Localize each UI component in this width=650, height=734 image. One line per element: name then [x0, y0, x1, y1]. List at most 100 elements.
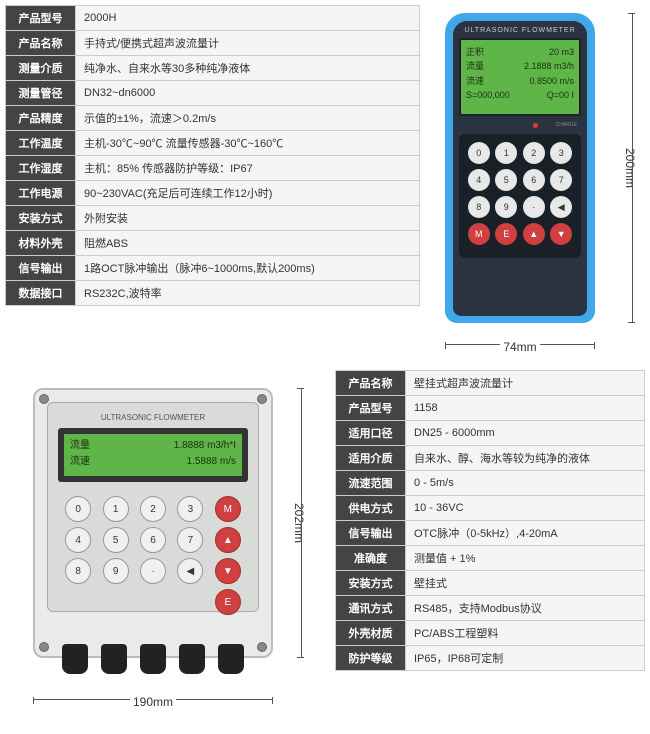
wkey-0[interactable]: 0 — [65, 496, 91, 522]
gland-icon — [140, 644, 166, 674]
key-7[interactable]: 7 — [550, 169, 572, 191]
spec-value: 2000H — [76, 6, 420, 31]
wkey-7[interactable]: 7 — [177, 527, 203, 553]
spec-value: 手持式/便携式超声波流量计 — [76, 31, 420, 56]
spec-row: 产品名称壁挂式超声波流量计 — [336, 371, 645, 396]
spec-value: 1路OCT脉冲输出（脉冲6~1000ms,默认200ms) — [76, 256, 420, 281]
spec-value: 测量值 + 1% — [406, 546, 645, 571]
led-label: CHARGE — [556, 122, 577, 128]
key-enter[interactable]: E — [495, 223, 517, 245]
spec-label: 通讯方式 — [336, 596, 406, 621]
wallmount-title: ULTRASONIC FLOWMETER — [58, 413, 248, 422]
gland-icon — [101, 644, 127, 674]
spec-value: 纯净水、自来水等30多种纯净液体 — [76, 56, 420, 81]
handheld-leds: CHARGE — [463, 122, 577, 128]
key-down[interactable]: ▼ — [550, 223, 572, 245]
spec-value: 壁挂式 — [406, 571, 645, 596]
spec-row: 通讯方式RS485，支持Modbus协议 — [336, 596, 645, 621]
spec-value: OTC脉冲（0-5kHz）,4-20mA — [406, 521, 645, 546]
spec-row: 工作温度主机-30℃~90℃ 流量传感器-30℃~160℃ — [6, 131, 420, 156]
spec-row: 流速范围0 - 5m/s — [336, 471, 645, 496]
key-2[interactable]: 2 — [523, 142, 545, 164]
hh-r3r: 0.8500 m/s — [529, 74, 574, 88]
wm-dim-v-text: 202mm — [292, 503, 306, 543]
key-3[interactable]: 3 — [550, 142, 572, 164]
key-dot[interactable]: · — [523, 196, 545, 218]
spec-value: 阻燃ABS — [76, 231, 420, 256]
spec-label: 流速范围 — [336, 471, 406, 496]
spec-label: 适用口径 — [336, 421, 406, 446]
spec-value: 主机-30℃~90℃ 流量传感器-30℃~160℃ — [76, 131, 420, 156]
handheld-panel: ULTRASONIC FLOWMETER 正积20 m3 流量2.1888 m3… — [425, 0, 650, 365]
key-8[interactable]: 8 — [468, 196, 490, 218]
wkey-9[interactable]: 9 — [103, 558, 129, 584]
key-5[interactable]: 5 — [495, 169, 517, 191]
wm-r2r: 1.5888 m/s — [187, 454, 236, 470]
wallmount-panel: ULTRASONIC FLOWMETER 流量1.8888 m3/h*I 流速1… — [0, 365, 330, 734]
spec-table-1: 产品型号2000H产品名称手持式/便携式超声波流量计测量介质纯净水、自来水等30… — [5, 5, 420, 306]
wkey-5[interactable]: 5 — [103, 527, 129, 553]
wkey-2[interactable]: 2 — [140, 496, 166, 522]
handheld-dim-h: 74mm — [445, 334, 595, 359]
spec-value: IP65，IP68可定制 — [406, 646, 645, 671]
gland-icon — [62, 644, 88, 674]
key-0[interactable]: 0 — [468, 142, 490, 164]
wkey-menu[interactable]: M — [215, 496, 241, 522]
wkey-down[interactable]: ▼ — [215, 558, 241, 584]
key-4[interactable]: 4 — [468, 169, 490, 191]
spec-value: 外附安装 — [76, 206, 420, 231]
spec-label: 产品名称 — [6, 31, 76, 56]
spec-value: 10 - 36VC — [406, 496, 645, 521]
section-handheld: 产品型号2000H产品名称手持式/便携式超声波流量计测量介质纯净水、自来水等30… — [0, 0, 650, 365]
spec-label: 安装方式 — [6, 206, 76, 231]
handheld-device: ULTRASONIC FLOWMETER 正积20 m3 流量2.1888 m3… — [445, 13, 595, 323]
spec-row: 数据接口RS232C,波特率 — [6, 281, 420, 306]
key-1[interactable]: 1 — [495, 142, 517, 164]
spec-label: 测量介质 — [6, 56, 76, 81]
wkey-4[interactable]: 4 — [65, 527, 91, 553]
spec-label: 数据接口 — [6, 281, 76, 306]
spec-value: 壁挂式超声波流量计 — [406, 371, 645, 396]
handheld-dim-v: 200mm — [615, 13, 645, 323]
wkey-1[interactable]: 1 — [103, 496, 129, 522]
spec-row: 信号输出1路OCT脉冲输出（脉冲6~1000ms,默认200ms) — [6, 256, 420, 281]
spec-value: RS232C,波特率 — [76, 281, 420, 306]
hh-r2r: 2.1888 m3/h — [524, 59, 574, 73]
spec-label: 信号输出 — [6, 256, 76, 281]
hh-r1r: 20 m3 — [549, 45, 574, 59]
wallmount-wrap: ULTRASONIC FLOWMETER 流量1.8888 m3/h*I 流速1… — [8, 373, 322, 726]
spec-row: 外壳材质PC/ABS工程塑料 — [336, 621, 645, 646]
spec-row: 产品名称手持式/便携式超声波流量计 — [6, 31, 420, 56]
spec-value: 自来水、醇、海水等较为纯净的液体 — [406, 446, 645, 471]
spec-label: 测量管径 — [6, 81, 76, 106]
spec-row: 适用介质自来水、醇、海水等较为纯净的液体 — [336, 446, 645, 471]
wkey-dot[interactable]: · — [140, 558, 166, 584]
wkey-enter[interactable]: E — [215, 589, 241, 615]
spec-row: 适用口径DN25 - 6000mm — [336, 421, 645, 446]
wkey-6[interactable]: 6 — [140, 527, 166, 553]
key-back[interactable]: ◀ — [550, 196, 572, 218]
hh-r3l: 流速 — [466, 74, 484, 88]
wallmount-device: ULTRASONIC FLOWMETER 流量1.8888 m3/h*I 流速1… — [33, 388, 273, 658]
spec-label: 产品名称 — [336, 371, 406, 396]
wkey-8[interactable]: 8 — [65, 558, 91, 584]
wallmount-dim-h: 190mm — [33, 689, 273, 714]
spec-row: 安装方式外附安装 — [6, 206, 420, 231]
key-menu[interactable]: M — [468, 223, 490, 245]
spec-value: 90~230VAC(充足后可连续工作12小时) — [76, 181, 420, 206]
spec-label: 准确度 — [336, 546, 406, 571]
handheld-screen: 正积20 m3 流量2.1888 m3/h 流速0.8500 m/s S=000… — [459, 38, 581, 116]
key-9[interactable]: 9 — [495, 196, 517, 218]
spec-row: 测量介质纯净水、自来水等30多种纯净液体 — [6, 56, 420, 81]
spec-table-1-wrap: 产品型号2000H产品名称手持式/便携式超声波流量计测量介质纯净水、自来水等30… — [0, 0, 425, 365]
wkey-up[interactable]: ▲ — [215, 527, 241, 553]
wallmount-screen-wrap: 流量1.8888 m3/h*I 流速1.5888 m/s — [58, 428, 248, 482]
spec-label: 外壳材质 — [336, 621, 406, 646]
led-on-icon — [533, 123, 538, 128]
spec-label: 适用介质 — [336, 446, 406, 471]
wkey-3[interactable]: 3 — [177, 496, 203, 522]
wkey-back[interactable]: ◀ — [177, 558, 203, 584]
key-6[interactable]: 6 — [523, 169, 545, 191]
key-up[interactable]: ▲ — [523, 223, 545, 245]
spec-table-2: 产品名称壁挂式超声波流量计产品型号1158适用口径DN25 - 6000mm适用… — [335, 370, 645, 671]
